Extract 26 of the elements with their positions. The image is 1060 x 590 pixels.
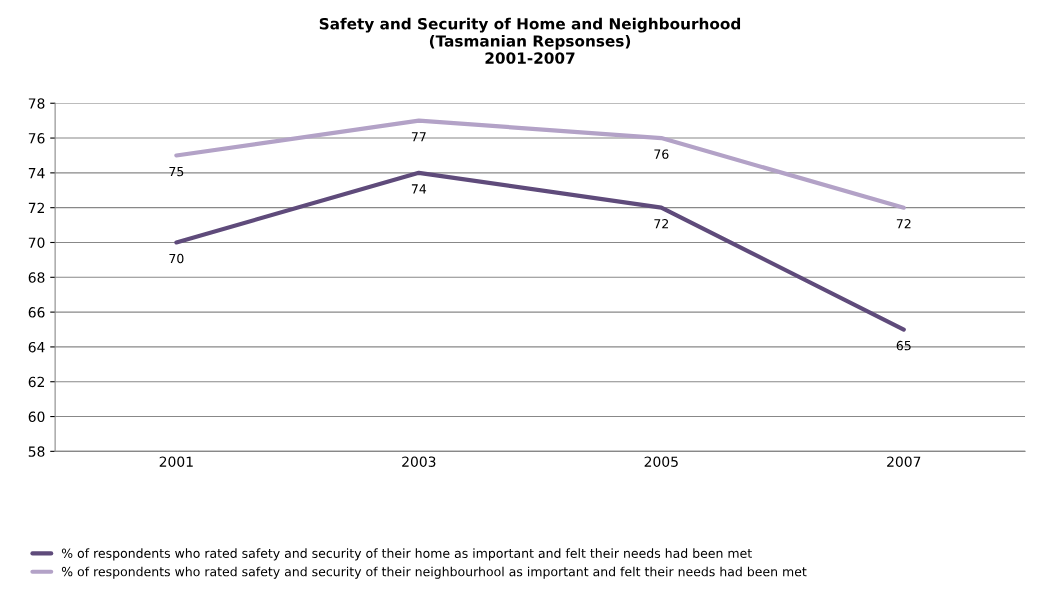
legend-label: % of respondents who rated safety and security of their home as important and felt their needs had been met bbox=[61, 548, 752, 561]
x-tick-label: 2003 bbox=[402, 456, 436, 467]
y-tick-label: 76 bbox=[28, 133, 45, 144]
data-label: 72 bbox=[896, 219, 911, 229]
data-label: 75 bbox=[169, 166, 184, 177]
data-label: 74 bbox=[411, 184, 427, 194]
x-tick-label: 2001 bbox=[159, 456, 193, 467]
y-tick-label: 58 bbox=[28, 446, 45, 457]
y-tick-label: 74 bbox=[28, 168, 45, 179]
y-tick-label: 66 bbox=[28, 307, 45, 318]
x-tick-label: 2005 bbox=[644, 456, 678, 467]
y-tick-label: 62 bbox=[28, 376, 45, 388]
y-tick-label: 72 bbox=[28, 202, 45, 213]
y-tick-label: 78 bbox=[28, 98, 45, 109]
legend-label: % of respondents who rated safety and security of their neighbourhool as important and felt their needs had been met bbox=[61, 566, 807, 579]
y-tick-label: 64 bbox=[28, 341, 45, 353]
x-tick-label: 2007 bbox=[887, 456, 921, 467]
y-tick-label: 70 bbox=[28, 237, 45, 248]
data-label: 65 bbox=[896, 340, 911, 351]
data-label: 70 bbox=[169, 253, 184, 264]
data-label: 77 bbox=[411, 132, 426, 142]
data-label: 76 bbox=[654, 149, 669, 159]
y-tick-label: 60 bbox=[28, 411, 45, 423]
chart-title: Safety and Security of Home and Neighbourhood (Tasmanian Repsonses) 2001-2007 bbox=[319, 17, 741, 64]
y-tick-label: 68 bbox=[28, 272, 45, 283]
data-label: 72 bbox=[654, 219, 669, 229]
